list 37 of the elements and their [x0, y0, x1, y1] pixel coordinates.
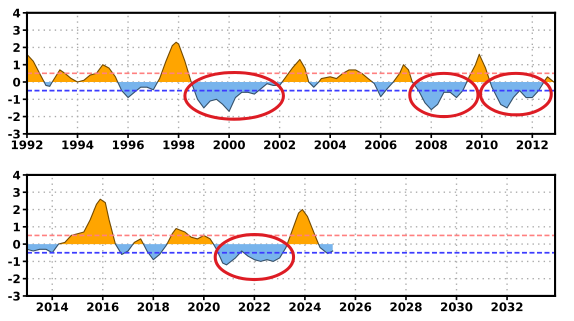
y-tick-label: 2 [13, 205, 20, 214]
y-tick-label: -3 [8, 292, 20, 301]
y-tick-label: 0 [13, 78, 20, 87]
x-tick-label: 2020 [188, 302, 220, 312]
x-tick-label: 1994 [62, 140, 94, 150]
x-tick-label: 2002 [264, 140, 296, 150]
x-tick-label: 2016 [87, 302, 119, 312]
y-tick-label: 1 [14, 222, 20, 232]
x-tick-label: 2022 [238, 302, 270, 312]
y-tick-label: -1 [8, 257, 20, 266]
y-tick-label: -2 [8, 112, 20, 122]
x-tick-label: 2008 [416, 140, 447, 150]
x-tick-label: 2014 [36, 302, 68, 312]
x-tick-label: 1998 [163, 140, 194, 150]
y-tick-label: 4 [13, 170, 20, 180]
x-tick-label: 2024 [289, 302, 321, 312]
x-tick-label: 2006 [365, 140, 397, 150]
y-tick-label: -3 [8, 130, 20, 139]
x-tick-label: 2030 [441, 302, 472, 312]
x-tick-label: 2032 [492, 302, 522, 312]
y-tick-label: 0 [13, 240, 20, 249]
y-tick-label: -2 [8, 274, 20, 284]
x-tick-label: 2004 [314, 140, 346, 150]
y-tick-label: 4 [13, 8, 20, 18]
x-tick-label: 2018 [138, 302, 170, 312]
x-tick-label: 1996 [112, 140, 144, 150]
x-tick-label: 2000 [214, 140, 245, 150]
y-tick-label: 3 [13, 188, 20, 197]
y-tick-label: 3 [13, 26, 20, 35]
y-tick-label: 1 [14, 60, 20, 70]
y-tick-label: 2 [13, 43, 20, 52]
y-tick-label: -1 [8, 95, 20, 104]
x-tick-label: 1992 [12, 140, 42, 150]
x-tick-label: 2012 [516, 140, 548, 150]
x-tick-label: 2010 [466, 140, 498, 150]
x-tick-label: 2028 [390, 302, 422, 312]
x-tick-label: 2026 [340, 302, 372, 312]
